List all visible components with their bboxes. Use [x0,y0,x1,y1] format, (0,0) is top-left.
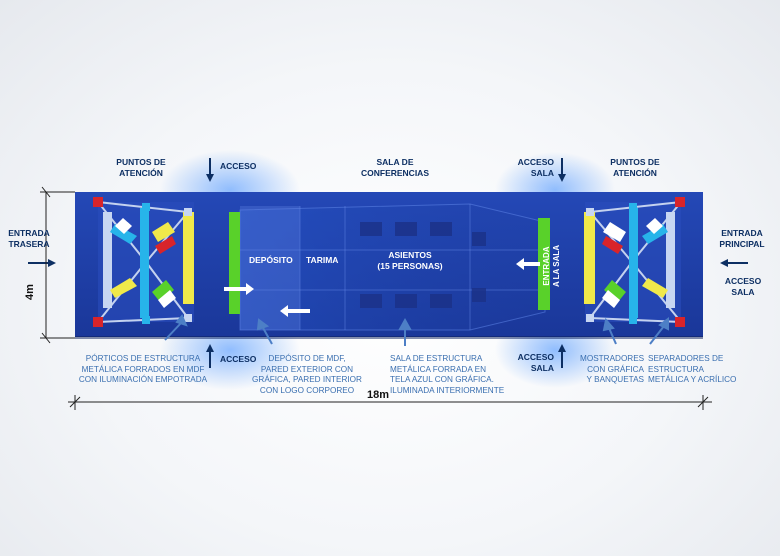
note-porticos-line2: METÁLICA FORRADOS EN MDF [81,364,205,374]
label-asientos-line2: (15 PERSONAS) [377,261,443,271]
white-arrows [224,258,540,317]
green-wall-left [229,212,240,314]
note-deposito-line1: DEPÓSITO DE MDF, [268,354,346,363]
dimension-width: 18m [367,389,390,401]
floor-shadow [75,336,703,339]
label-tarima: TARIMA [306,255,339,265]
note-mostradores-line3: Y BANQUETAS [586,375,644,384]
label-puntos-right-line2: ATENCIÓN [613,168,657,178]
note-mostradores-line2: CON GRÁFICA [587,364,644,374]
label-puntos-left-line2: ATENCIÓN [119,168,163,178]
label-sala-line2: CONFERENCIAS [360,168,429,178]
label-entrada-sala-line1: ENTRADA [542,246,551,286]
label-acceso-sala-bottom-line2: SALA [530,363,554,373]
label-puntos-right: PUNTOS DE ATENCIÓN [600,157,670,179]
label-acceso-sala-top-line1: ACCESO [517,157,554,167]
label-puntos-left-line1: PUNTOS DE [116,157,166,167]
note-sala-line4: ILUMINADA INTERIORMENTE [390,385,505,395]
label-acceso-sala-bottom-line1: ACCESO [517,352,554,362]
note-porticos: PÓRTICOS DE ESTRUCTURA METÁLICA FORRADOS… [78,354,208,386]
note-separadores: SEPARADORES DE ESTRUCTURA METÁLICA Y ACR… [648,354,748,386]
label-entrada-principal-line1: ENTRADA [721,228,763,238]
dimension-lines [40,186,712,410]
note-porticos-line1: PÓRTICOS DE ESTRUCTURA [85,354,201,363]
label-asientos: ASIENTOS (15 PERSONAS) [370,250,450,272]
label-sala-line1: SALA DE [376,157,414,167]
note-sala-line1: SALA DE ESTRUCTURA [390,354,483,363]
label-entrada-trasera: ENTRADA TRASERA [2,228,56,250]
label-acceso-sala-top-line2: SALA [530,168,554,178]
label-puntos-right-line1: PUNTOS DE [610,157,660,167]
note-deposito-mdf: DEPÓSITO DE MDF, PARED EXTERIOR CON GRÁF… [252,354,362,396]
note-porticos-line3: CON ILUMINACIÓN EMPOTRADA [78,375,208,384]
dimension-height: 4m [23,284,36,300]
label-entrada-sala-line2: A LA SALA [552,244,561,288]
note-separadores-line1: SEPARADORES DE [648,354,724,363]
label-acceso-sala-right-line1: ACCESO [724,276,762,286]
navy-arrows [28,158,748,368]
label-sala-conferencias: SALA DE CONFERENCIAS [350,157,440,179]
label-entrada-principal: ENTRADA PRINCIPAL [712,228,772,250]
label-acceso-sala-right: ACCESO SALA [716,276,770,298]
label-entrada-principal-line2: PRINCIPAL [719,239,765,249]
note-sala-line3: TELA AZUL CON GRÁFICA. [390,375,494,384]
label-deposito: DEPÓSITO [249,255,293,265]
green-wall-right [538,218,550,310]
note-separadores-line2: ESTRUCTURA [648,364,704,374]
note-sala-line2: METÁLICA FORRADA EN [390,364,486,374]
seat-blocks [360,222,486,308]
label-acceso-sala-top: ACCESO SALA [510,157,554,179]
note-deposito-line3: GRÁFICA, PARED INTERIOR [252,375,362,384]
label-acceso-sala-right-line2: SALA [731,287,755,297]
label-acceso-bottom-left: ACCESO [220,354,257,364]
note-separadores-line3: METÁLICA Y ACRÍLICO [648,375,737,384]
attention-module-right [584,197,685,327]
note-mostradores: MOSTRADORES CON GRÁFICA Y BANQUETAS [580,354,644,386]
label-asientos-line1: ASIENTOS [388,250,432,260]
label-acceso-sala-bottom: ACCESO SALA [510,352,554,374]
label-entrada-sala: ENTRADA A LA SALA [542,226,562,306]
note-deposito-line4: CON LOGO CORPOREO [259,385,355,395]
note-deposito-line2: PARED EXTERIOR CON [260,364,354,374]
label-entrada-trasera-line2: TRASERA [8,239,50,249]
attention-module-left [93,197,194,327]
label-entrada-trasera-line1: ENTRADA [8,228,50,238]
callout-arrows [164,314,669,346]
conference-hall [239,203,546,331]
note-mostradores-line1: MOSTRADORES [580,354,645,363]
note-sala-estructura: SALA DE ESTRUCTURA METÁLICA FORRADA EN T… [390,354,505,396]
label-acceso-top-left: ACCESO [220,161,257,171]
label-puntos-left: PUNTOS DE ATENCIÓN [106,157,176,179]
